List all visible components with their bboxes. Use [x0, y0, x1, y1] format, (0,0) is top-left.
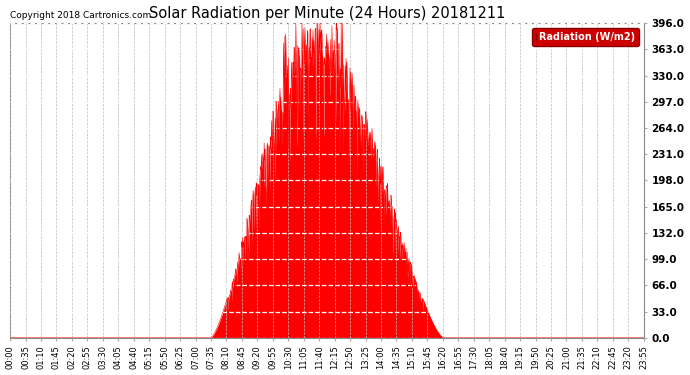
Text: Copyright 2018 Cartronics.com: Copyright 2018 Cartronics.com — [10, 11, 151, 20]
Legend: Radiation (W/m2): Radiation (W/m2) — [532, 28, 639, 46]
Title: Solar Radiation per Minute (24 Hours) 20181211: Solar Radiation per Minute (24 Hours) 20… — [148, 6, 505, 21]
